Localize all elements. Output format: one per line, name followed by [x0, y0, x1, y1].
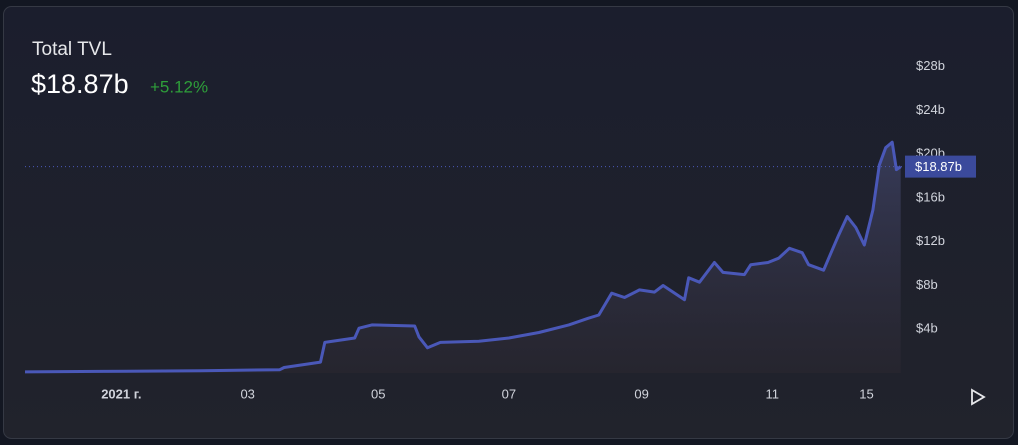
y-tick-label: $12b — [916, 233, 945, 248]
current-value: $18.87b — [31, 69, 129, 99]
y-tick-label: $16b — [916, 189, 945, 204]
x-tick-label: 09 — [634, 386, 648, 401]
play-button[interactable] — [971, 388, 986, 406]
y-tick-label: $28b — [916, 58, 945, 73]
last-value-label: $18.87b — [915, 159, 962, 174]
x-tick-label: 11 — [766, 386, 780, 401]
y-tick-label: $24b — [916, 102, 945, 117]
x-tick-label: 07 — [502, 386, 516, 401]
last-value-box — [905, 155, 976, 178]
area — [25, 142, 901, 373]
x-tick-label: 2021 г. — [101, 386, 141, 401]
x-tick-label: 15 — [859, 386, 873, 401]
x-tick-label: 03 — [240, 386, 254, 401]
x-tick-label: 05 — [371, 386, 385, 401]
chart-title: Total TVL — [32, 39, 112, 60]
change: +5.12% — [150, 77, 208, 96]
y-tick-label: $4b — [916, 321, 938, 336]
line — [24, 140, 902, 374]
y-tick-label: $8b — [916, 277, 938, 292]
